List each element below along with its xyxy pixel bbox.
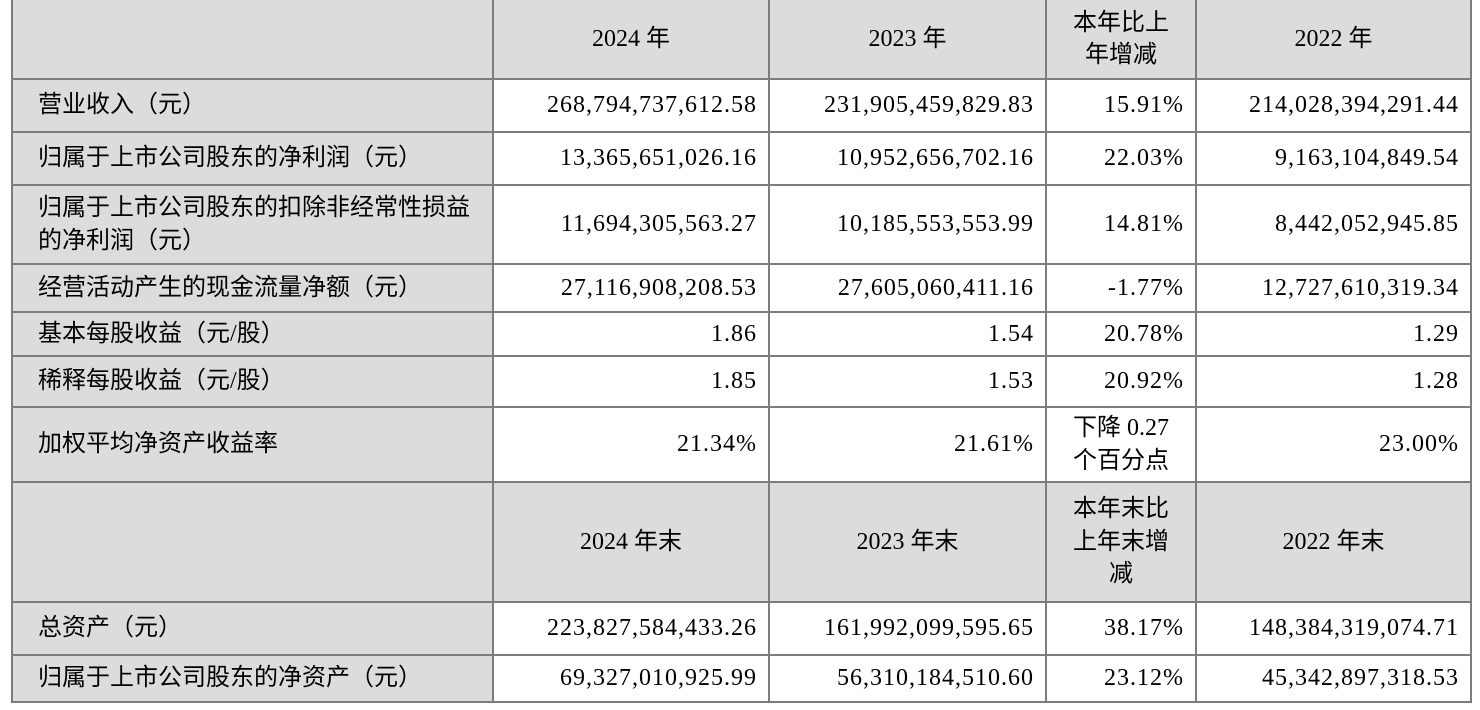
mid-header-change: 本年末比上年末增减 — [1045, 481, 1197, 603]
table-row-net-assets: 归属于上市公司股东的净资产（元） 69,327,010,925.99 56,31… — [11, 654, 1472, 703]
value-change: 22.03% — [1045, 131, 1197, 186]
row-label: 加权平均净资产收益率 — [11, 406, 494, 483]
value-change: 38.17% — [1045, 601, 1197, 656]
row-label: 经营活动产生的现金流量净额（元） — [11, 263, 494, 313]
value-2024: 1.86 — [492, 311, 770, 357]
row-label: 基本每股收益（元/股） — [11, 311, 494, 357]
value-2022: 1.29 — [1195, 311, 1472, 357]
value-2023: 21.61% — [768, 406, 1047, 483]
table-row-net-profit: 归属于上市公司股东的净利润（元） 13,365,651,026.16 10,95… — [11, 131, 1472, 186]
top-header-change: 本年比上年增减 — [1045, 0, 1197, 80]
row-label: 归属于上市公司股东的净资产（元） — [11, 654, 494, 703]
value-change: 20.78% — [1045, 311, 1197, 357]
value-2023: 10,952,656,702.16 — [768, 131, 1047, 186]
mid-header-blank — [11, 481, 494, 603]
top-header-2022: 2022 年 — [1195, 0, 1472, 80]
value-2024: 223,827,584,433.26 — [492, 601, 770, 656]
financial-summary-table: 2024 年 2023 年 本年比上年增减 2022 年 营业收入（元） 268… — [11, 0, 1472, 703]
value-change: 下降 0.27 个百分点 — [1045, 406, 1197, 483]
value-2023: 161,992,099,595.65 — [768, 601, 1047, 656]
row-label: 归属于上市公司股东的净利润（元） — [11, 131, 494, 186]
value-2022: 148,384,319,074.71 — [1195, 601, 1472, 656]
value-2022: 45,342,897,318.53 — [1195, 654, 1472, 703]
value-change: 20.92% — [1045, 355, 1197, 408]
table-row-diluted-eps: 稀释每股收益（元/股） 1.85 1.53 20.92% 1.28 — [11, 355, 1472, 408]
value-2022: 9,163,104,849.54 — [1195, 131, 1472, 186]
value-2024: 11,694,305,563.27 — [492, 184, 770, 265]
mid-header-row: 2024 年末 2023 年末 本年末比上年末增减 2022 年末 — [11, 481, 1472, 603]
value-2022: 8,442,052,945.85 — [1195, 184, 1472, 265]
value-2023: 56,310,184,510.60 — [768, 654, 1047, 703]
value-2022: 23.00% — [1195, 406, 1472, 483]
value-2023: 27,605,060,411.16 — [768, 263, 1047, 313]
value-change: 23.12% — [1045, 654, 1197, 703]
value-2022: 214,028,394,291.44 — [1195, 78, 1472, 133]
mid-header-2023-end: 2023 年末 — [768, 481, 1047, 603]
value-change: 14.81% — [1045, 184, 1197, 265]
mid-header-2024-end: 2024 年末 — [492, 481, 770, 603]
value-change: 15.91% — [1045, 78, 1197, 133]
row-label: 归属于上市公司股东的扣除非经常性损益的净利润（元） — [11, 184, 494, 265]
value-2024: 1.85 — [492, 355, 770, 408]
value-2024: 69,327,010,925.99 — [492, 654, 770, 703]
value-2023: 1.54 — [768, 311, 1047, 357]
top-header-blank — [11, 0, 494, 80]
value-2022: 12,727,610,319.34 — [1195, 263, 1472, 313]
table-row-total-assets: 总资产（元） 223,827,584,433.26 161,992,099,59… — [11, 601, 1472, 656]
row-label: 营业收入（元） — [11, 78, 494, 133]
mid-header-2022-end: 2022 年末 — [1195, 481, 1472, 603]
table-row-basic-eps: 基本每股收益（元/股） 1.86 1.54 20.78% 1.29 — [11, 311, 1472, 357]
value-2023: 231,905,459,829.83 — [768, 78, 1047, 133]
top-header-2024: 2024 年 — [492, 0, 770, 80]
table-row-operating-revenue: 营业收入（元） 268,794,737,612.58 231,905,459,8… — [11, 78, 1472, 133]
value-2023: 1.53 — [768, 355, 1047, 408]
value-2024: 27,116,908,208.53 — [492, 263, 770, 313]
value-2022: 1.28 — [1195, 355, 1472, 408]
table-row-net-profit-excl-nonrecurring: 归属于上市公司股东的扣除非经常性损益的净利润（元） 11,694,305,563… — [11, 184, 1472, 265]
row-label: 稀释每股收益（元/股） — [11, 355, 494, 408]
financial-summary-table-wrap: 2024 年 2023 年 本年比上年增减 2022 年 营业收入（元） 268… — [11, 0, 1472, 703]
table-row-operating-cash-flow: 经营活动产生的现金流量净额（元） 27,116,908,208.53 27,60… — [11, 263, 1472, 313]
value-2024: 268,794,737,612.58 — [492, 78, 770, 133]
value-change: -1.77% — [1045, 263, 1197, 313]
value-2024: 13,365,651,026.16 — [492, 131, 770, 186]
table-row-weighted-avg-roe: 加权平均净资产收益率 21.34% 21.61% 下降 0.27 个百分点 23… — [11, 406, 1472, 483]
top-header-row: 2024 年 2023 年 本年比上年增减 2022 年 — [11, 0, 1472, 80]
top-header-2023: 2023 年 — [768, 0, 1047, 80]
value-2023: 10,185,553,553.99 — [768, 184, 1047, 265]
value-2024: 21.34% — [492, 406, 770, 483]
row-label: 总资产（元） — [11, 601, 494, 656]
